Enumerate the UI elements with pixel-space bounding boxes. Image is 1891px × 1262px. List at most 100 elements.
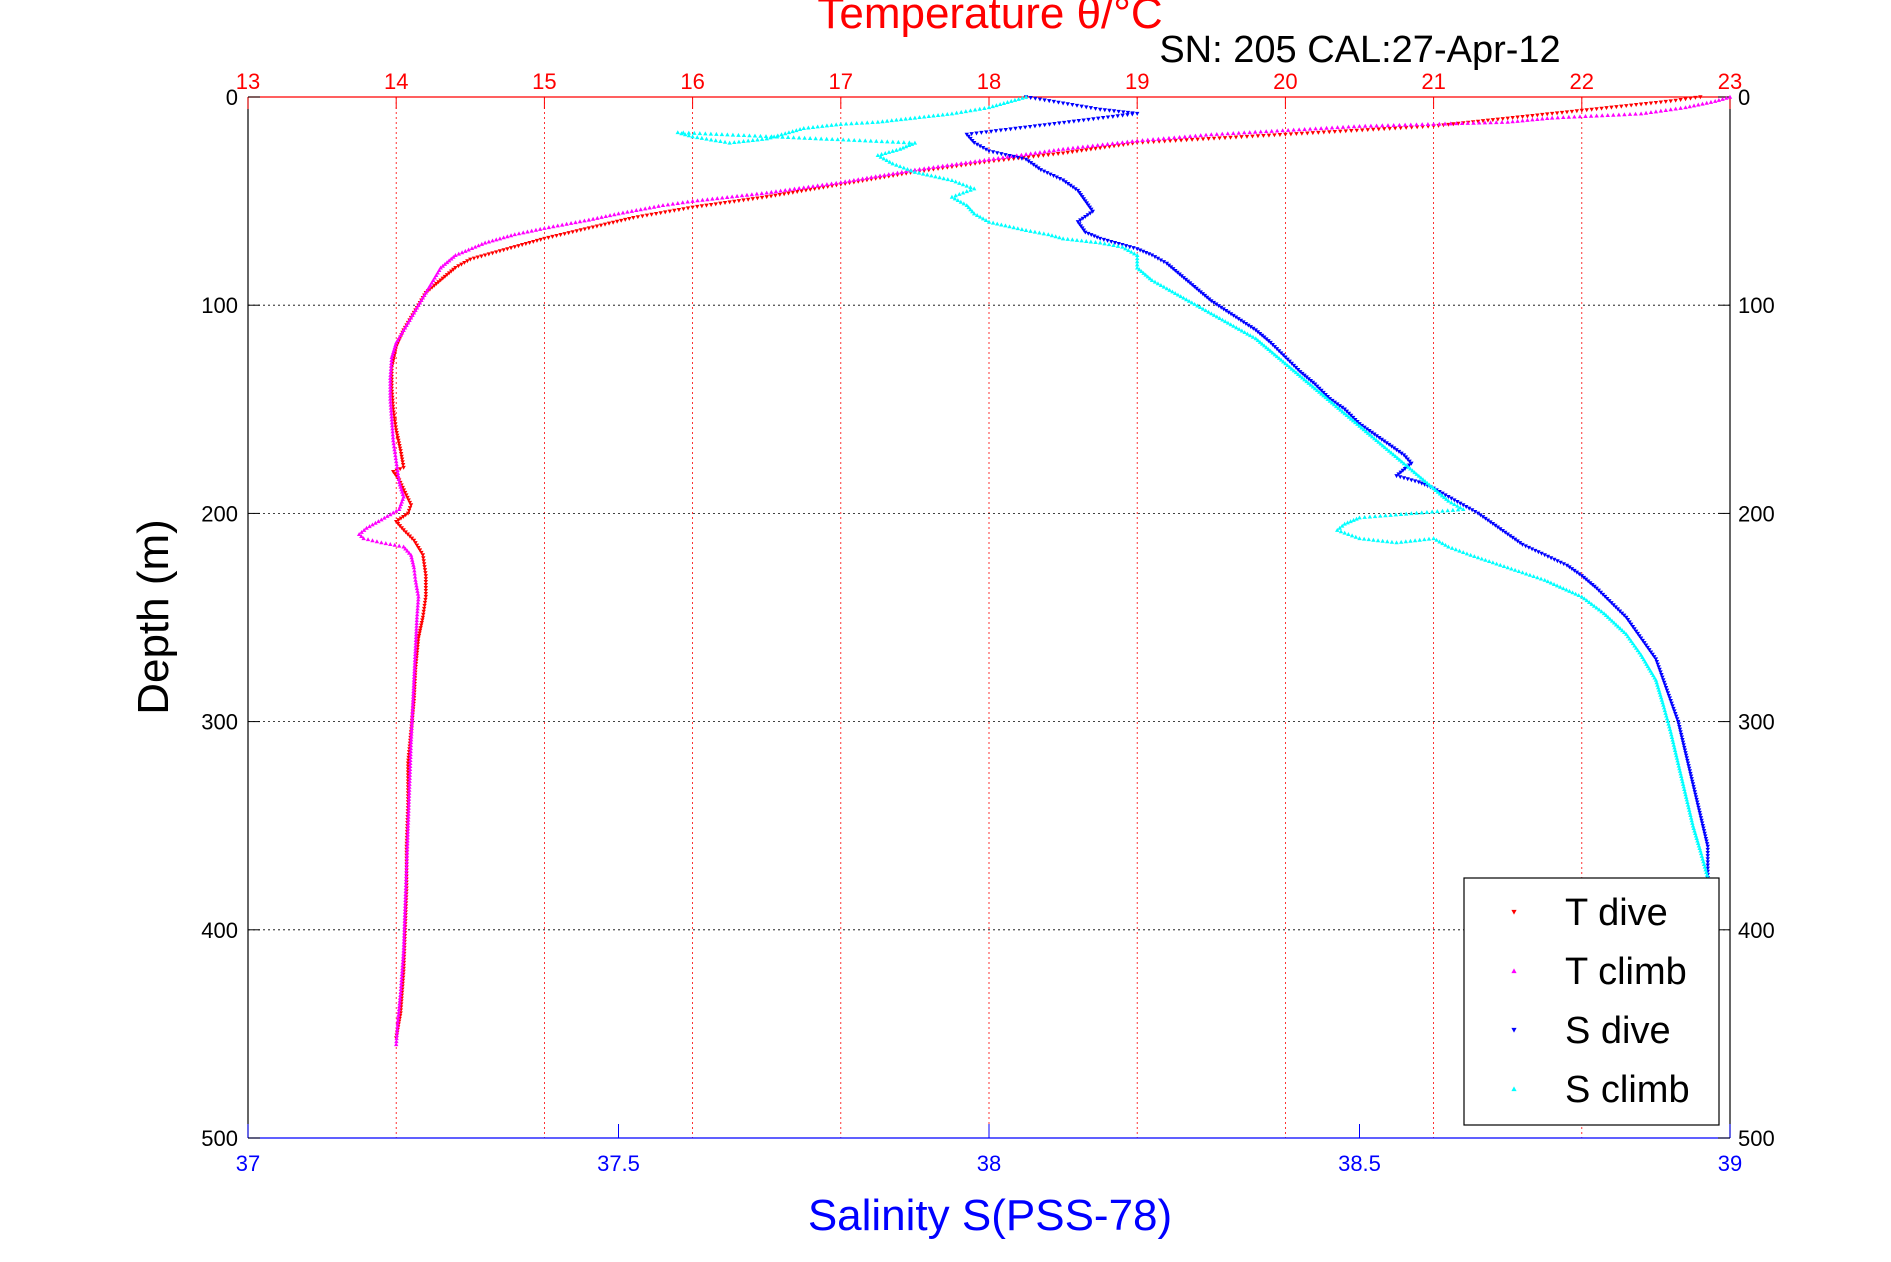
data-point-trail [656, 203, 661, 208]
data-point [389, 417, 394, 422]
data-point [764, 195, 769, 200]
data-point-trail [1079, 104, 1084, 109]
data-point-trail [1682, 748, 1688, 753]
data-point-trail [1047, 148, 1052, 153]
data-point [838, 121, 843, 126]
data-point-trail [407, 766, 413, 771]
data-point-trail [1613, 622, 1619, 627]
data-point-trail [1218, 305, 1224, 310]
data-point [690, 205, 695, 210]
data-point [398, 449, 403, 454]
data-point-trail [1702, 831, 1707, 836]
data-point-trail [1085, 144, 1090, 149]
data-point-trail [408, 758, 413, 763]
data-point-trail [917, 167, 922, 171]
data-point-trail [1198, 133, 1203, 138]
data-point-trail [1561, 586, 1566, 591]
data-point-trail [1350, 418, 1356, 423]
data-point-trail [945, 111, 950, 116]
data-point-trail [750, 138, 756, 142]
data-point-trail [396, 1007, 402, 1012]
data-point-trail [389, 423, 395, 428]
data-point-trail [806, 184, 811, 189]
data-point-trail [843, 121, 849, 126]
data-point-trail [1203, 308, 1208, 313]
data-point-trail [1140, 138, 1145, 143]
data-point-trail [780, 134, 785, 139]
data-point-trail [1338, 407, 1343, 412]
data-point-trail [527, 240, 532, 245]
data-point-trail [1167, 139, 1173, 144]
data-point-trail [1693, 833, 1699, 838]
data-point-trail [1412, 538, 1418, 543]
data-point-trail [1330, 398, 1335, 403]
data-point-trail [1570, 590, 1575, 595]
data-point-trail [921, 114, 927, 119]
data-point-trail [397, 446, 403, 451]
data-point-trail [1684, 797, 1689, 802]
data-point-trail [406, 498, 411, 503]
data-point-trail [402, 909, 408, 914]
data-point-trail [722, 201, 728, 205]
data-point-trail [394, 1030, 400, 1035]
data-point-trail [898, 117, 904, 122]
data-point [396, 507, 402, 511]
data-point-trail [533, 227, 539, 232]
data-point-trail [1635, 648, 1640, 653]
data-point-trail [1310, 384, 1316, 389]
data-point-trail [970, 138, 975, 143]
data-point-trail [406, 811, 411, 816]
data-point-trail [469, 246, 475, 251]
data-point-trail [857, 138, 862, 143]
data-point-trail [1251, 326, 1256, 331]
data-point-trail [1374, 123, 1379, 128]
data-point-trail [411, 562, 416, 567]
data-point-trail [422, 568, 428, 573]
data-point-trail [1458, 505, 1463, 510]
depth-tick-label-left: 400 [201, 918, 238, 943]
data-point-trail [1085, 213, 1090, 218]
data-point-trail [501, 248, 506, 253]
data-point-trail [926, 114, 931, 119]
data-point-trail [1081, 197, 1087, 202]
data-point-trail [1110, 141, 1115, 146]
data-point-trail [1080, 226, 1085, 231]
data-point-trail [1185, 279, 1191, 284]
data-point-trail [1019, 227, 1025, 232]
data-point [727, 140, 732, 145]
data-point-trail [1393, 512, 1399, 517]
data-point-trail [1675, 717, 1680, 722]
temperature-tick-label: 15 [532, 69, 556, 94]
data-point-trail [1175, 292, 1181, 297]
data-point-trail [1495, 525, 1501, 530]
data-point-trail [421, 559, 426, 564]
data-point [1283, 355, 1288, 360]
data-point-trail [1505, 116, 1510, 121]
data-point-trail [945, 163, 950, 168]
data-point-trail [1520, 118, 1525, 123]
data-point [586, 226, 592, 231]
data-point [1060, 151, 1066, 156]
data-point [1149, 253, 1155, 258]
data-point-trail [516, 231, 522, 236]
data-point [402, 906, 408, 911]
data-point [413, 646, 418, 651]
data-point-trail [1676, 763, 1681, 768]
data-point-trail [1340, 124, 1346, 129]
data-point-trail [399, 972, 405, 977]
data-point [1342, 407, 1347, 412]
data-point-trail [1698, 851, 1704, 856]
data-point-trail [1078, 193, 1084, 198]
data-point-trail [957, 191, 962, 196]
data-point-trail [396, 518, 401, 523]
data-point-trail [647, 205, 652, 210]
data-point-trail [1655, 685, 1661, 690]
depth-tick-label-right: 400 [1738, 918, 1775, 943]
data-point-trail [1611, 603, 1616, 608]
data-point-trail [1359, 423, 1365, 428]
data-point-trail [1587, 600, 1592, 604]
data-point-trail [1665, 691, 1671, 696]
data-point-trail [508, 233, 514, 238]
data-point-trail [562, 232, 567, 237]
data-point-trail [900, 145, 906, 150]
